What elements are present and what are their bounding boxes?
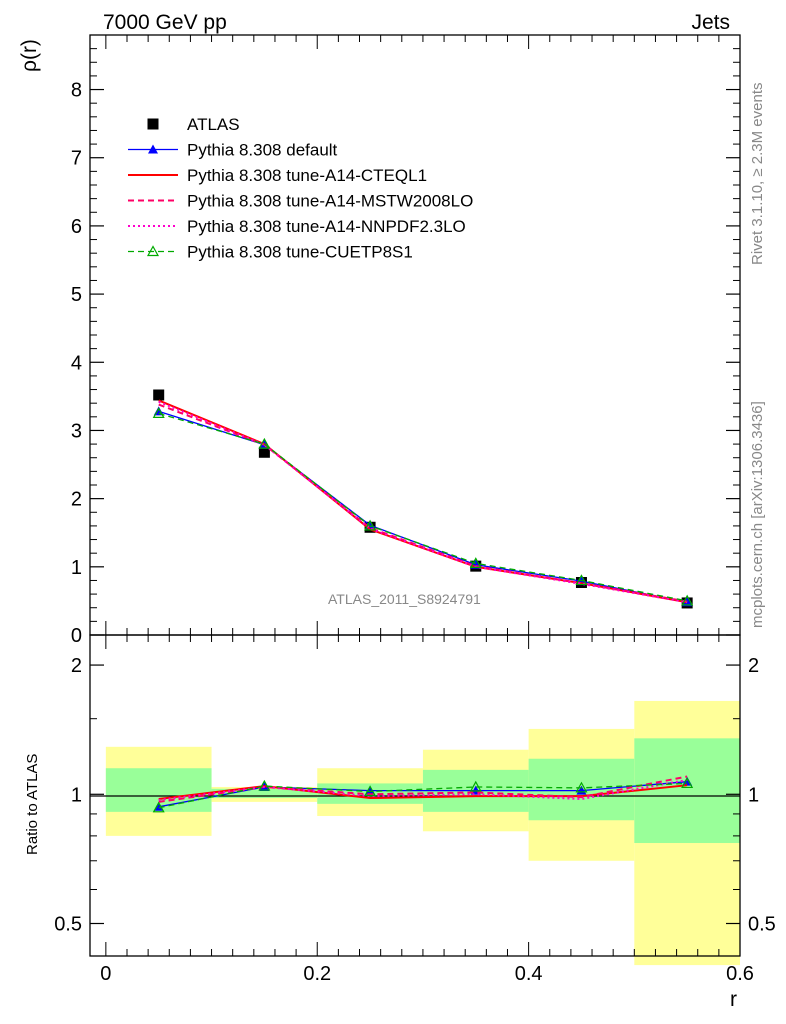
main-point-pythia-8-308-tune-cuetp8s1-0	[152, 407, 165, 419]
main-y-tick-label: 8	[71, 80, 82, 102]
ratio-point-pythia-8-308-tune-cuetp8s1-0	[152, 801, 165, 813]
x-tick-label: 0.6	[726, 963, 754, 985]
main-point-pythia-8-308-tune-cuetp8s1-2	[364, 519, 377, 531]
main-point-pythia-8-308-tune-cuetp8s1-3	[469, 557, 482, 569]
ratio-line-pythia-8-308-tune-cuetp8s1	[158, 782, 688, 809]
main-point-atlas-0	[153, 389, 165, 401]
main-y-tick-label: 1	[71, 557, 82, 579]
stat-band-5	[634, 738, 740, 844]
ratio-y-tick-label-right: 0.5	[748, 913, 776, 935]
main-axis-ticks: 0 1 2 3 4 5 6 7 8	[71, 35, 741, 647]
main-y-tick-label: 4	[71, 352, 82, 374]
ratio-y-tick-label-right: 1	[748, 784, 759, 806]
ratio-point-pythia-8-308-default-0	[153, 801, 164, 811]
ratio-point-pythia-8-308-tune-cuetp8s1-2	[364, 785, 377, 797]
main-point-pythia-8-308-tune-cuetp8s1-1	[258, 437, 271, 449]
main-y-tick-label: 0	[71, 625, 82, 647]
legend-swatch-marker-atlas	[147, 118, 159, 130]
ratio-point-pythia-8-308-tune-cuetp8s1-3	[469, 780, 482, 792]
ratio-y-tick-label: 0.5	[54, 913, 82, 935]
legend-label-pythia-8-308-tune-a14-mstw2008lo: Pythia 8.308 tune-A14-MSTW2008LO	[187, 192, 473, 211]
main-y-tick-label: 5	[71, 284, 82, 306]
main-line-pythia-8-308-default	[158, 410, 688, 603]
ratio-point-pythia-8-308-tune-cuetp8s1-4	[575, 781, 588, 793]
legend-label-pythia-8-308-tune-cuetp8s1: Pythia 8.308 tune-CUETP8S1	[187, 243, 413, 262]
main-y-tick-label: 2	[71, 489, 82, 511]
main-point-pythia-8-308-tune-cuetp8s1-5	[681, 594, 694, 606]
main-y-axis-title: ρ(r)	[18, 39, 41, 72]
x-axis-title: r	[730, 988, 737, 1011]
ratio-series-group	[152, 775, 694, 813]
main-line-pythia-8-308-tune-a14-cteql1	[158, 399, 688, 604]
main-line-pythia-8-308-tune-cuetp8s1	[158, 412, 688, 602]
main-panel-frame	[89, 34, 741, 636]
legend-label-pythia-8-308-tune-a14-nnpdf2-3lo: Pythia 8.308 tune-A14-NNPDF2.3LO	[187, 217, 466, 236]
ratio-point-pythia-8-308-default-2	[365, 785, 376, 795]
legend: ATLAS Pythia 8.308 default Pythia 8.308 tu…	[128, 115, 473, 262]
legend-swatch-marker-pythia-8-308-default	[148, 144, 158, 154]
legend-label-pythia-8-308-default: Pythia 8.308 default	[187, 141, 338, 160]
legend-label-atlas: ATLAS	[187, 115, 240, 134]
main-point-pythia-8-308-tune-cuetp8s1-4	[575, 574, 588, 586]
legend-label-pythia-8-308-tune-a14-cteql1: Pythia 8.308 tune-A14-CTEQL1	[187, 166, 427, 185]
x-tick-label: 0	[100, 963, 111, 985]
ratio-line-pythia-8-308-tune-a14-mstw2008lo	[158, 775, 688, 803]
ratio-y-tick-label: 1	[71, 784, 82, 806]
ratio-y-axis-title: Ratio to ATLAS	[24, 754, 41, 855]
rivet-label: Rivet 3.1.10, ≥ 2.3M events	[749, 83, 766, 266]
ratio-point-pythia-8-308-tune-cuetp8s1-1	[258, 779, 271, 791]
stat-band-1	[211, 788, 318, 799]
ratio-point-pythia-8-308-tune-cuetp8s1-5	[681, 777, 694, 789]
main-y-tick-label: 3	[71, 420, 82, 442]
main-y-tick-label: 7	[71, 148, 82, 170]
ratio-uncertainty-bands	[105, 700, 740, 966]
x-tick-label: 0.2	[303, 963, 331, 985]
process-label: Jets	[691, 11, 730, 34]
mcplots-label: mcplots.cern.ch [arXiv:1306.3436]	[749, 401, 766, 628]
main-y-tick-label: 6	[71, 216, 82, 238]
ratio-line-pythia-8-308-tune-a14-nnpdf2-3lo	[158, 778, 688, 801]
ratio-y-tick-label: 2	[71, 655, 82, 677]
energy-label: 7000 GeV pp	[103, 11, 227, 34]
main-series-group	[152, 389, 694, 609]
ratio-y-tick-label-right: 2	[748, 655, 759, 677]
legend-swatch-marker-pythia-8-308-tune-cuetp8s1	[146, 245, 160, 257]
x-tick-label: 0.4	[515, 963, 543, 985]
analysis-label: ATLAS_2011_S8924791	[328, 591, 481, 607]
ratio-axis-ticks: 0.5 0.5 1 1 2 2 0 0.2 0.4 0.6	[54, 635, 776, 985]
main-line-pythia-8-308-tune-a14-nnpdf2-3lo	[158, 400, 688, 604]
ratio-line-pythia-8-308-default	[158, 781, 688, 808]
main-point-atlas-1	[258, 446, 270, 458]
